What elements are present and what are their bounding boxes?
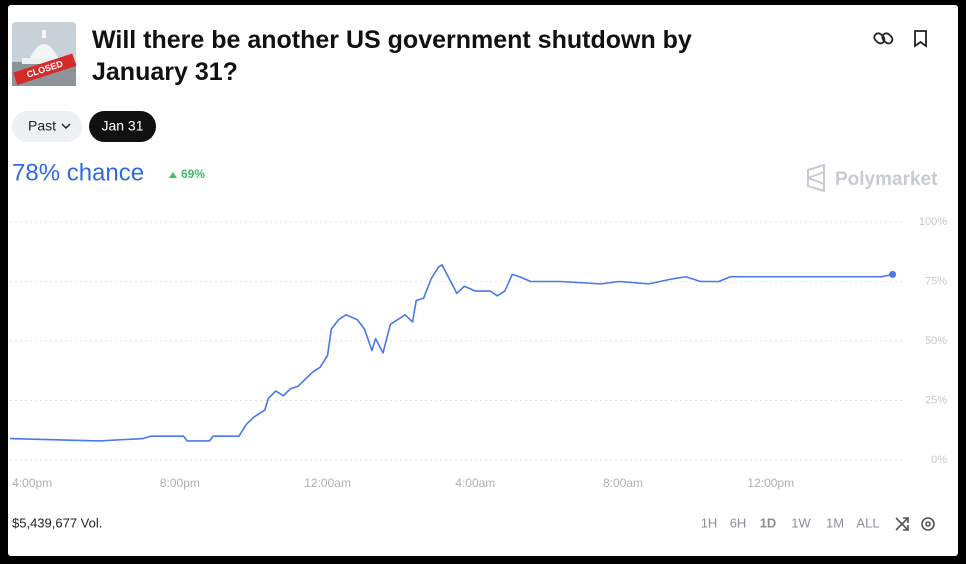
x-tick-label: 8:00pm: [160, 476, 200, 490]
date-pill-label[interactable]: Past: [28, 118, 56, 134]
market-card: [8, 5, 958, 556]
range-button[interactable]: 6H: [730, 515, 747, 530]
up-arrow: [169, 172, 177, 178]
range-button[interactable]: 1W: [791, 515, 811, 530]
last-point: [889, 270, 897, 278]
y-tick-label: 0%: [931, 454, 947, 466]
shuffle-icon[interactable]: [895, 517, 909, 531]
brand-logo: [807, 163, 825, 193]
x-tick-label: 4:00pm: [12, 476, 52, 490]
x-tick-label: 4:00am: [455, 476, 495, 490]
y-tick-label: 50%: [925, 335, 947, 347]
chance-headline: 78% chance: [12, 159, 144, 186]
chevron-icon: [61, 123, 71, 130]
range-button[interactable]: 1D: [760, 515, 777, 530]
x-tick-label: 12:00pm: [747, 476, 794, 490]
date-pill-label[interactable]: Jan 31: [101, 118, 143, 134]
y-tick-label: 75%: [925, 275, 947, 287]
market-title: Will there be another US government shut…: [92, 26, 692, 86]
brand-name: Polymarket: [835, 169, 938, 190]
link-icon[interactable]: [873, 32, 894, 45]
price-line: [9, 264, 893, 442]
y-tick-label: 100%: [919, 216, 947, 228]
settings-icon[interactable]: [921, 517, 935, 531]
range-button[interactable]: 1H: [701, 515, 718, 530]
bookmark-icon[interactable]: [914, 30, 927, 48]
date-pill-selected[interactable]: [89, 111, 156, 142]
range-button[interactable]: 1M: [826, 515, 844, 530]
range-button[interactable]: ALL: [856, 515, 879, 530]
y-tick-label: 25%: [925, 394, 947, 406]
date-pill[interactable]: [12, 111, 82, 142]
x-tick-label: 12:00am: [304, 476, 351, 490]
market-image: CLOSED: [12, 22, 77, 86]
volume: $5,439,677 Vol.: [12, 515, 102, 530]
change-label: 69%: [181, 167, 205, 181]
x-tick-label: 8:00am: [603, 476, 643, 490]
